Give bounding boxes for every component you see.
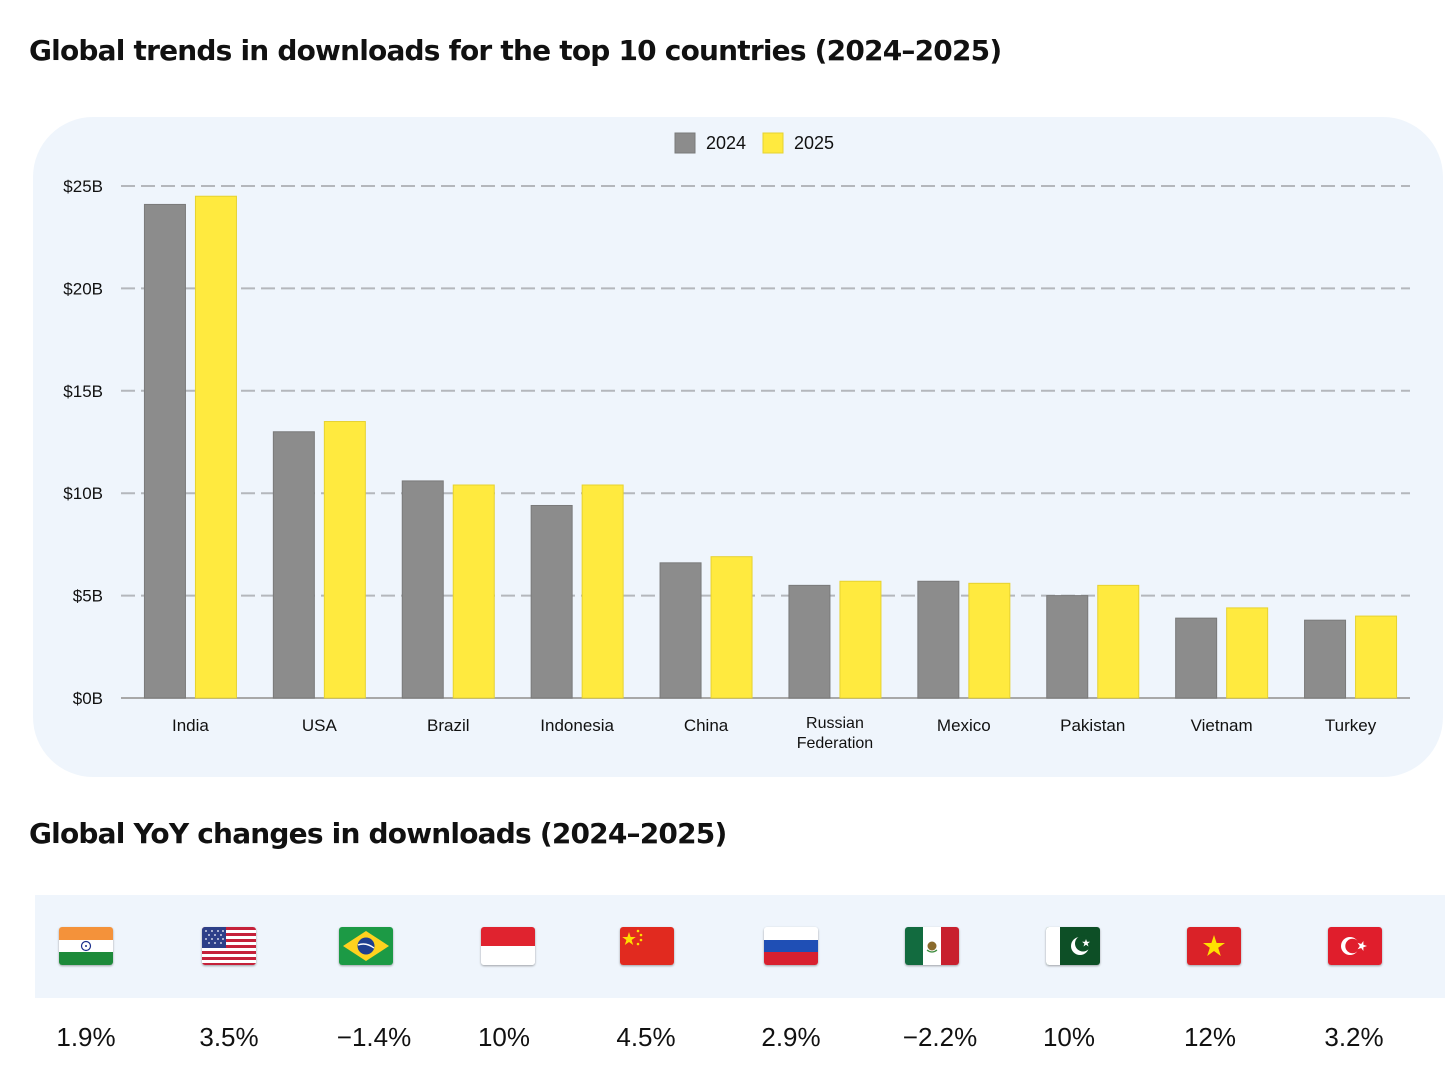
legend-label-2025: 2025 xyxy=(794,133,834,153)
bar-2025-vietnam xyxy=(1226,607,1269,699)
bar-2025-turkey xyxy=(1355,615,1398,699)
legend-label-2024: 2024 xyxy=(706,133,746,153)
bar-2024-russian-federation xyxy=(788,584,831,699)
indonesia-flag-icon xyxy=(481,927,535,965)
mexico-flag-icon xyxy=(905,927,959,965)
india-flag-icon xyxy=(59,927,113,965)
china-flag-icon xyxy=(620,927,674,965)
x-tick-label: Mexico xyxy=(937,716,991,735)
bar-2024-pakistan xyxy=(1046,595,1089,699)
x-tick-label: Turkey xyxy=(1325,716,1377,735)
yoy-value-indonesia: 10% xyxy=(477,1022,531,1052)
yoy-value-mexico: −2.2% xyxy=(902,1022,978,1052)
y-tick-label: $15B xyxy=(63,382,103,401)
x-tick-label: Pakistan xyxy=(1060,716,1125,735)
x-tick-label: Russian xyxy=(806,715,864,732)
y-tick-label: $10B xyxy=(63,484,103,503)
bar-2024-turkey xyxy=(1304,619,1347,699)
yoy-title: Global YoY changes in downloads (2024–20… xyxy=(29,817,727,850)
bar-2024-usa xyxy=(272,431,315,699)
bar-2024-vietnam xyxy=(1175,617,1218,699)
bar-2025-pakistan xyxy=(1097,584,1140,699)
x-tick-label: China xyxy=(684,716,729,735)
bar-2025-mexico xyxy=(968,582,1011,699)
bar-2024-indonesia xyxy=(530,504,573,699)
y-tick-label: $20B xyxy=(63,279,103,298)
yoy-value-china: 4.5% xyxy=(616,1022,676,1052)
legend-swatch-2025 xyxy=(762,132,784,154)
bar-2025-russian-federation xyxy=(839,580,882,699)
x-tick-label: India xyxy=(172,716,209,735)
bar-2025-china xyxy=(710,556,753,699)
yoy-value-pakistan: 10% xyxy=(1042,1022,1096,1052)
bar-2024-china xyxy=(659,562,702,699)
bar-2025-usa xyxy=(323,421,366,699)
brazil-flag-icon xyxy=(339,927,393,965)
x-tick-label: Vietnam xyxy=(1191,716,1253,735)
bar-2024-brazil xyxy=(401,480,444,699)
bar-2024-mexico xyxy=(917,580,960,699)
usa-flag-icon xyxy=(202,927,256,965)
chart-title: Global trends in downloads for the top 1… xyxy=(29,34,1002,67)
legend-swatch-2024 xyxy=(674,132,696,154)
y-tick-label: $25B xyxy=(63,177,103,196)
bar-2025-brazil xyxy=(452,484,495,699)
bar-2025-india xyxy=(194,195,237,699)
bar-chart: $0B $5B $10B $15B $20B $25B India USA Brazil Indo… xyxy=(63,132,1410,752)
x-tick-label: Brazil xyxy=(427,716,470,735)
vietnam-flag-icon xyxy=(1187,927,1241,965)
y-tick-label: $5B xyxy=(73,587,103,606)
yoy-value-brazil: −1.4% xyxy=(336,1022,412,1052)
turkey-flag-icon xyxy=(1328,927,1382,965)
bar-2025-indonesia xyxy=(581,484,624,699)
yoy-value-russia: 2.9% xyxy=(761,1022,821,1052)
pakistan-flag-icon xyxy=(1046,927,1100,965)
y-tick-label: $0B xyxy=(73,689,103,708)
yoy-value-usa: 3.5% xyxy=(199,1022,259,1052)
bar-2024-india xyxy=(143,203,186,699)
yoy-value-india: 1.9% xyxy=(56,1022,116,1052)
yoy-value-vietnam: 12% xyxy=(1183,1022,1237,1052)
x-tick-label: USA xyxy=(302,716,338,735)
x-tick-label: Indonesia xyxy=(540,716,614,735)
x-tick-label: Federation xyxy=(797,735,874,752)
russia-flag-icon xyxy=(764,927,818,965)
yoy-value-turkey: 3.2% xyxy=(1324,1022,1384,1052)
